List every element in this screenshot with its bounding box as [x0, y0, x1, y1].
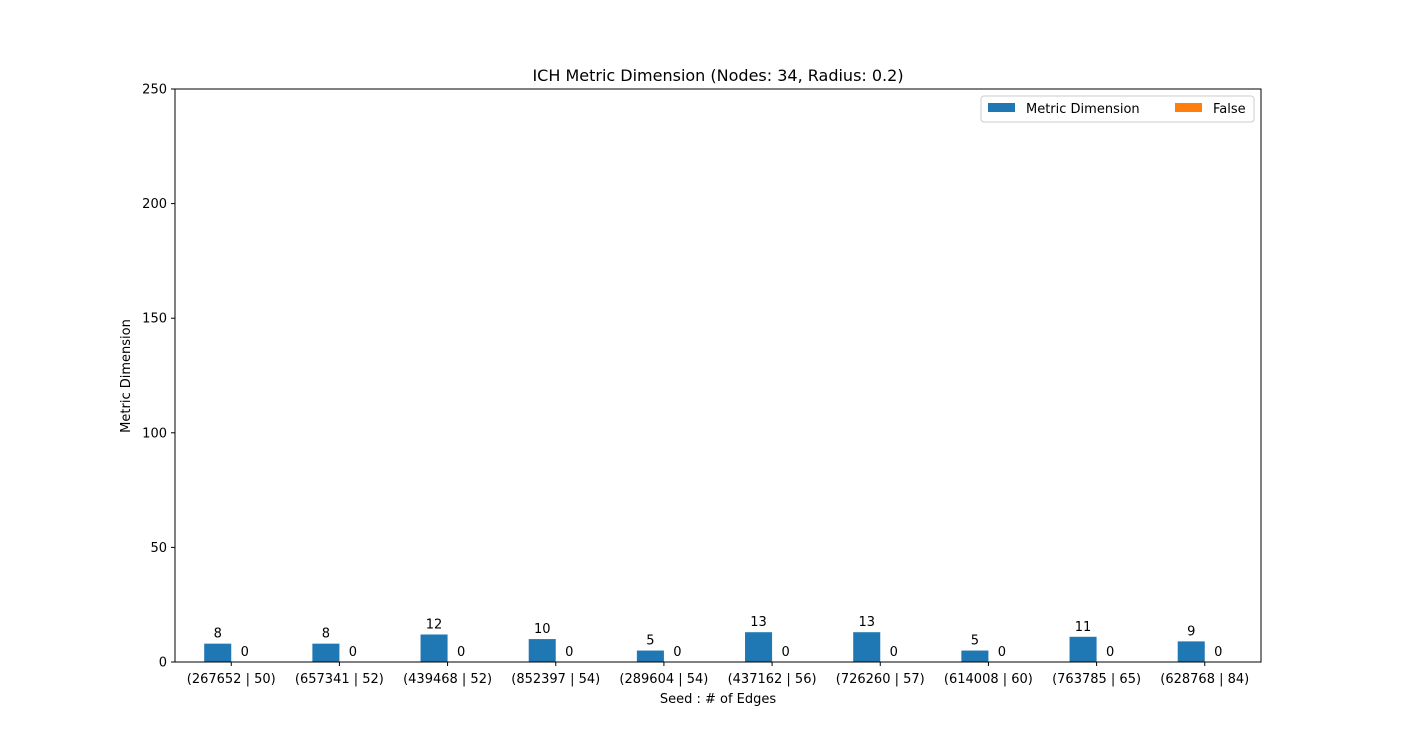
x-tick-label: (439468 | 52): [403, 672, 492, 687]
y-tick-label: 0: [159, 656, 167, 671]
bar-value-label: 11: [1075, 620, 1092, 635]
bar-series-0: [636, 650, 664, 662]
bar-value-label: 5: [646, 634, 654, 649]
x-axis: (267652 | 50) (657341 | 52) (439468 | 52) (…: [187, 662, 1249, 687]
bar-series-0: [745, 632, 773, 662]
bar-series-0: [420, 634, 448, 662]
bar-value-label: 0: [890, 645, 898, 660]
bar-value-label: 9: [1187, 624, 1195, 639]
x-tick-label: (437162 | 56): [728, 672, 817, 687]
y-axis-label: Metric Dimension: [119, 319, 134, 433]
bars-layer: 8 0 8 0 12 0 10 0 5 0 13 0 13 0 5 0 11 0 9 0: [204, 615, 1222, 662]
bar-series-0: [312, 643, 340, 662]
y-tick-label: 250: [142, 83, 167, 98]
legend: Metric Dimension False: [980, 95, 1255, 123]
legend-box: [980, 95, 1255, 123]
legend-swatch: [1175, 103, 1202, 112]
bar-value-label: 0: [781, 645, 789, 660]
bar-value-label: 5: [971, 634, 979, 649]
x-tick-label: (852397 | 54): [511, 672, 600, 687]
bar-series-0: [1069, 636, 1097, 662]
bar-value-label: 13: [750, 615, 767, 630]
plot-area-frame: [174, 88, 1262, 663]
x-axis-label: Seed : # of Edges: [660, 692, 777, 707]
x-tick-label: (289604 | 54): [619, 672, 708, 687]
bar-value-label: 0: [457, 645, 465, 660]
bar-value-label: 8: [214, 627, 222, 642]
x-tick-label: (628768 | 84): [1160, 672, 1249, 687]
bar-series-0: [961, 650, 989, 662]
bar-value-label: 0: [349, 645, 357, 660]
bar-value-label: 12: [426, 617, 443, 632]
bar-series-0: [853, 632, 881, 662]
bar-value-label: 13: [858, 615, 875, 630]
x-tick-label: (657341 | 52): [295, 672, 384, 687]
y-tick-label: 50: [150, 541, 167, 556]
bar-series-0: [204, 643, 232, 662]
x-tick-label: (726260 | 57): [836, 672, 925, 687]
legend-label: Metric Dimension: [1026, 102, 1140, 117]
bar-value-label: 0: [998, 645, 1006, 660]
x-tick-label: (267652 | 50): [187, 672, 276, 687]
bar-value-label: 0: [673, 645, 681, 660]
bar-value-label: 0: [241, 645, 249, 660]
y-axis: 0 50 100 150 200 250: [142, 83, 175, 671]
legend-label: False: [1213, 102, 1246, 117]
y-tick-label: 150: [142, 312, 167, 327]
bar-value-label: 0: [1214, 645, 1222, 660]
bar-value-label: 0: [565, 645, 573, 660]
y-tick-label: 200: [142, 197, 167, 212]
y-tick-label: 100: [142, 426, 167, 441]
bar-series-0: [528, 639, 556, 662]
x-tick-label: (763785 | 65): [1052, 672, 1141, 687]
bar-value-label: 8: [322, 627, 330, 642]
legend-swatch: [988, 103, 1015, 112]
bar-value-label: 0: [1106, 645, 1114, 660]
bar-series-0: [1177, 641, 1205, 662]
chart-title: ICH Metric Dimension (Nodes: 34, Radius:…: [532, 66, 903, 85]
x-tick-label: (614008 | 60): [944, 672, 1033, 687]
bar-value-label: 10: [534, 622, 551, 637]
